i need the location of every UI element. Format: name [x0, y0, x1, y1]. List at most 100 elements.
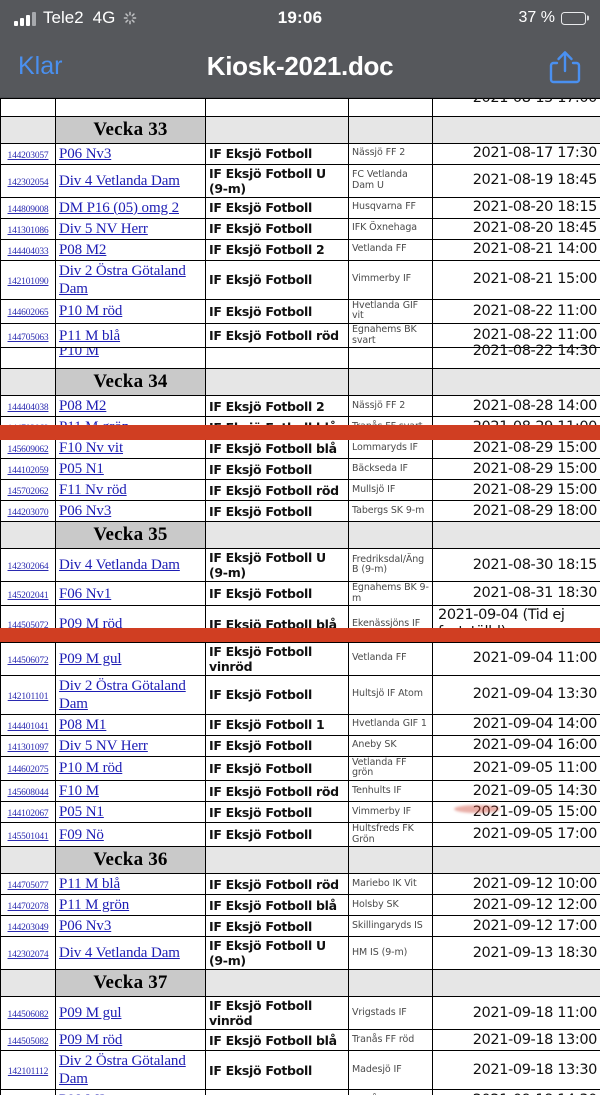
competition-cell: P08 M2	[55, 395, 206, 418]
competition-link[interactable]: P05 N1	[59, 804, 104, 821]
competition-link[interactable]: Div 2 Östra Götaland Dam	[59, 262, 186, 297]
match-id-link[interactable]: 144505082	[7, 1037, 49, 1048]
competition-link[interactable]: Div 2 Östra Götaland Dam	[59, 677, 186, 712]
match-id-link[interactable]: 144102059	[7, 466, 49, 477]
competition-link[interactable]: P06 Nv3	[59, 145, 112, 162]
competition-link[interactable]: P11 M grön	[59, 419, 130, 436]
away-team-cell: Vimmerby IF	[348, 801, 433, 824]
home-team-cell: IF Eksjö Fotboll blå	[205, 437, 349, 460]
match-id-link[interactable]: 142101101	[7, 691, 49, 702]
competition-link[interactable]: P08 M2	[59, 241, 107, 258]
competition-link[interactable]: P09 M gul	[59, 650, 122, 667]
competition-link[interactable]: DM P16 (05) omg 2	[59, 199, 179, 216]
home-team-cell: IF Eksjö Fotboll	[205, 1050, 349, 1091]
match-id-cell	[0, 347, 56, 370]
match-row: 142101090 Div 2 Östra Götaland Dam IF Eksj…	[0, 259, 600, 300]
home-team-cell: IF Eksjö Fotboll	[205, 755, 349, 782]
match-id-link[interactable]: 141301086	[7, 225, 49, 236]
match-id-link[interactable]: 144404033	[7, 246, 49, 257]
match-id-link[interactable]: 144702078	[7, 902, 49, 913]
match-id-link[interactable]: 142302054	[7, 177, 49, 188]
match-id-link[interactable]: 144404038	[7, 403, 49, 414]
competition-link[interactable]: F11 Nv röd	[59, 482, 127, 499]
away-team-cell: Madesjö IF	[348, 1050, 433, 1091]
home-team-cell: IF Eksjö Fotboll 2	[205, 238, 349, 261]
competition-link[interactable]: P08 M1	[59, 716, 107, 733]
competition-link[interactable]: Div 4 Vetlanda Dam	[59, 172, 180, 189]
match-id-link[interactable]: 142101090	[7, 276, 49, 287]
week-label: Vecka 36	[55, 846, 206, 875]
done-button[interactable]: Klar	[18, 52, 63, 80]
match-id-link[interactable]: 142101112	[7, 1067, 49, 1078]
competition-link[interactable]: P08 M2	[59, 1092, 106, 1095]
competition-link[interactable]: P09 M röd	[59, 1032, 123, 1049]
week-header-spacer	[348, 368, 433, 397]
match-id-cell: 141301086	[0, 217, 56, 240]
competition-link[interactable]: P10 M röd	[59, 760, 123, 777]
home-team-cell: IF Eksjö Fotboll 2	[205, 1089, 349, 1095]
match-id-link[interactable]: 141301097	[7, 742, 49, 753]
match-id-link[interactable]: 144705063	[7, 332, 49, 343]
competition-link[interactable]: F10 M	[59, 783, 99, 800]
match-id-link[interactable]: 144705077	[7, 881, 49, 892]
competition-link[interactable]: P09 M röd	[59, 616, 123, 633]
competition-link[interactable]: P05 N1	[59, 461, 104, 478]
competition-link[interactable]: Div 5 NV Herr	[59, 220, 148, 237]
competition-link[interactable]: P11 M blå	[59, 327, 121, 344]
competition-link[interactable]: P10 M	[59, 347, 99, 360]
competition-link[interactable]: F09 Nö	[59, 826, 104, 843]
week-header-row: Vecka 35	[0, 521, 600, 550]
competition-link[interactable]: P10 M röd	[59, 303, 123, 320]
match-id-link[interactable]: 144506082	[7, 1010, 49, 1021]
match-id-link[interactable]: 144602065	[7, 308, 49, 319]
match-id-link[interactable]: 142302064	[7, 562, 49, 573]
competition-link[interactable]: P06 Nv3	[59, 503, 112, 520]
competition-link[interactable]: Div 4 Vetlanda Dam	[59, 945, 180, 962]
competition-cell: P11 M blå	[55, 873, 206, 896]
match-id-link[interactable]: 144203070	[7, 508, 49, 519]
match-id-link[interactable]: 144203049	[7, 923, 49, 934]
competition-link[interactable]: P08 M2	[59, 398, 107, 415]
match-datetime-cell: 2021-08-20 18:45	[432, 217, 600, 240]
document-content[interactable]: 2021-08-15 17:00 Vecka 33 144203057 P06 Nv3…	[0, 98, 600, 1095]
match-row: 145202041 F06 Nv1 IF Eksjö Fotboll Egnahems…	[0, 581, 600, 607]
match-id-link[interactable]: 144102067	[7, 809, 49, 820]
match-id-cell: 144702069	[0, 416, 56, 439]
match-id-link[interactable]: 145202041	[7, 590, 49, 601]
competition-link[interactable]: F10 Nv vit	[59, 440, 124, 457]
match-datetime-cell: 2021-09-18 14:30	[432, 1089, 600, 1095]
match-id-link[interactable]: 145702062	[7, 487, 49, 498]
match-id-link[interactable]: 145609062	[7, 445, 49, 456]
competition-link[interactable]: Div 5 NV Herr	[59, 737, 148, 754]
match-id-link[interactable]: 144702069	[7, 424, 49, 435]
signal-bars-icon	[14, 11, 36, 26]
competition-link[interactable]: Div 4 Vetlanda Dam	[59, 557, 180, 574]
competition-link[interactable]: P06 Nv3	[59, 918, 112, 935]
share-icon[interactable]	[548, 49, 582, 85]
match-id-link[interactable]: 144505072	[7, 621, 49, 632]
match-id-link[interactable]: 144602075	[7, 765, 49, 776]
match-id-link[interactable]: 142302074	[7, 950, 49, 961]
competition-link[interactable]: P11 M blå	[59, 876, 121, 893]
match-id-cell	[0, 98, 56, 117]
match-row: 144401041 P08 M1 IF Eksjö Fotboll 1 Hvetlan…	[0, 713, 600, 736]
competition-link[interactable]: P11 M grön	[59, 897, 130, 914]
match-id-link[interactable]: 145501041	[7, 831, 49, 842]
match-datetime-cell: 2021-08-15 17:00	[432, 98, 600, 108]
away-team-cell: Aneby SK	[348, 734, 433, 757]
match-id-link[interactable]: 145608044	[7, 788, 49, 799]
competition-link[interactable]: F06 Nv1	[59, 585, 112, 602]
match-row: 144506072 P09 M gul IF Eksjö Fotboll vinrö…	[0, 641, 600, 676]
competition-link[interactable]: Div 2 Östra Götaland Dam	[59, 1053, 186, 1088]
away-team-cell	[348, 98, 433, 117]
week-header-row: Vecka 33	[0, 115, 600, 144]
match-id-link[interactable]: 144506072	[7, 655, 49, 666]
match-row: 142302054 Div 4 Vetlanda Dam IF Eksjö Fotb…	[0, 163, 600, 198]
home-team-cell: IF Eksjö Fotboll	[205, 734, 349, 757]
competition-link[interactable]: P09 M gul	[59, 1005, 122, 1022]
match-id-link[interactable]: 144401041	[7, 721, 49, 732]
match-id-link[interactable]: 144809008	[7, 204, 49, 215]
away-team-cell: Hvetlanda GIF vit	[348, 298, 433, 324]
match-id-link[interactable]: 144203057	[7, 150, 49, 161]
match-datetime-cell: 2021-08-17 17:30	[432, 142, 600, 165]
